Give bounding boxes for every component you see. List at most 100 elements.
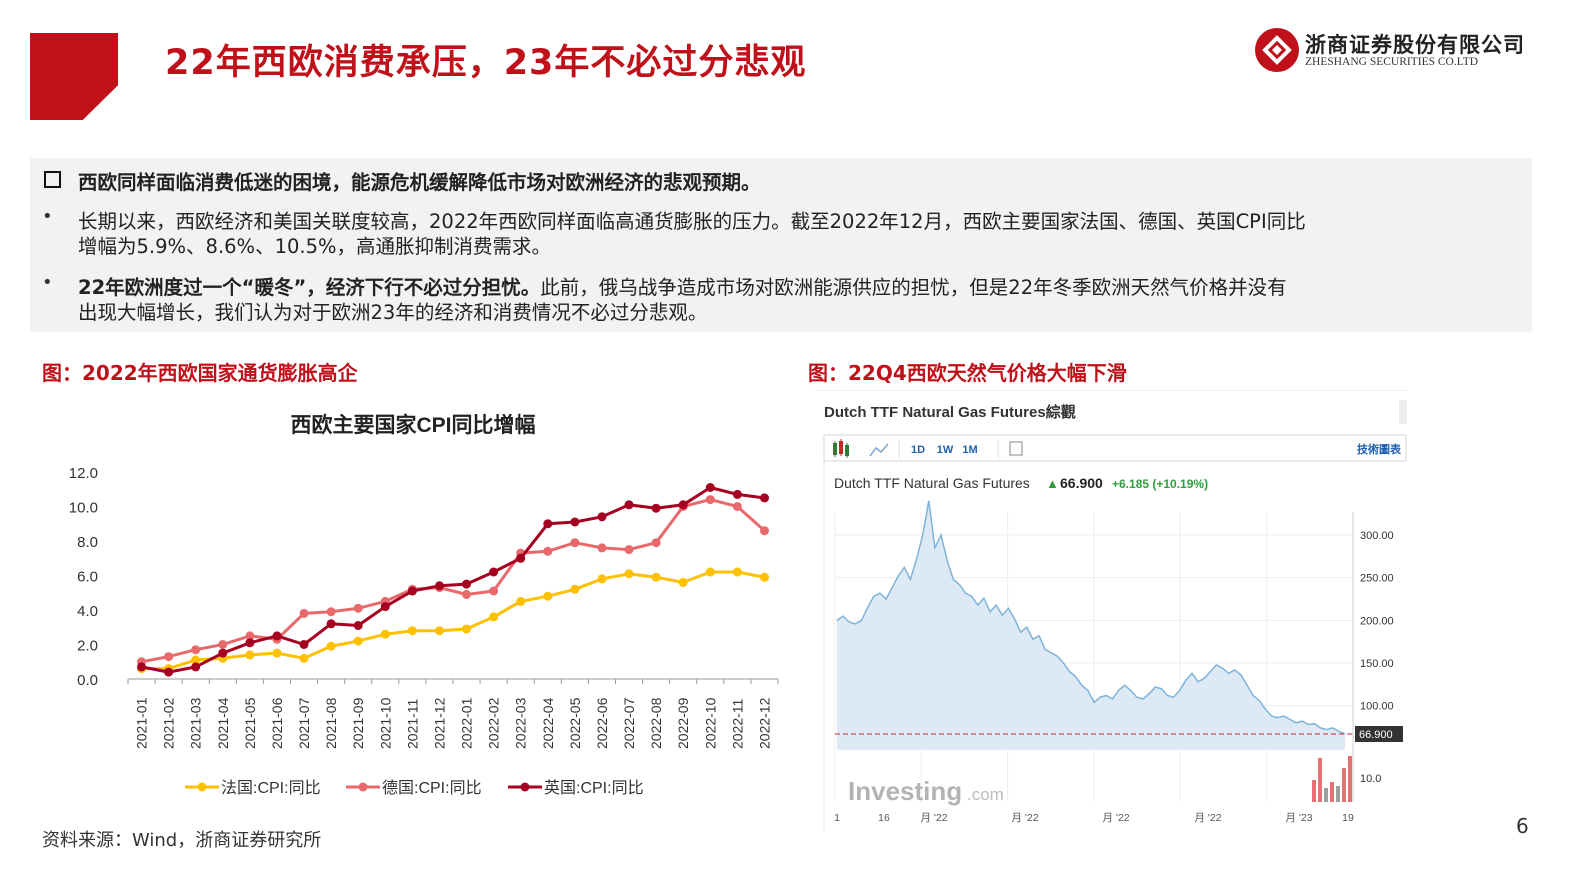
price-axis-label: 150.00	[1360, 658, 1394, 670]
x-tick-label: 2022-02	[486, 697, 502, 749]
data-point	[299, 640, 309, 649]
data-point	[678, 500, 688, 510]
data-point	[164, 667, 174, 677]
timeframe-button: 1D	[911, 444, 925, 456]
header-accent-block	[30, 33, 118, 120]
x-tick-label: 2021-02	[161, 697, 177, 749]
y-tick-label: 12.0	[69, 465, 98, 482]
data-point	[705, 495, 715, 505]
cpi-line-chart: 西欧主要国家CPI同比增幅 0.0 2.0 4.0 6.0 8.0 10.0 12.0 2021…	[69, 413, 779, 797]
x-tick-label: 2022-08	[648, 697, 664, 749]
data-point	[435, 581, 444, 591]
page-number: 6	[1516, 814, 1529, 838]
data-point	[651, 572, 661, 582]
x-tick-label: 2022-05	[567, 697, 583, 749]
x-tick-label: 2022-01	[459, 697, 475, 749]
up-arrow-icon: ▲	[1046, 476, 1059, 491]
price-axis-label: 100.00	[1360, 701, 1394, 713]
volume-bar	[1336, 786, 1340, 802]
x-tick-label: 2021-12	[431, 697, 447, 749]
settings-icon	[1009, 441, 1023, 456]
data-point	[191, 655, 201, 665]
timeframe-button: 1M	[962, 444, 977, 456]
data-point	[299, 608, 309, 618]
volume-bar	[1324, 788, 1328, 802]
x-tick-label: 2021-08	[323, 697, 339, 749]
price-axis-label: 200.00	[1360, 615, 1394, 627]
data-point	[380, 629, 390, 639]
data-point	[137, 662, 146, 672]
data-point	[435, 626, 444, 636]
series-line-1	[141, 570, 765, 671]
panel-scroll-tab	[1399, 400, 1407, 424]
last-price-tag	[1355, 726, 1403, 742]
y-tick-label: 8.0	[77, 534, 98, 551]
figure-left-caption: 图：2022年西欧国家通货膨胀高企	[42, 361, 358, 385]
logo-mark-icon	[1255, 28, 1299, 72]
time-axis-label: 19	[1342, 812, 1354, 824]
data-point	[651, 538, 661, 548]
price-line	[836, 500, 1346, 735]
data-point	[760, 493, 769, 503]
bullet-dot-icon: •	[42, 272, 53, 293]
data-point	[326, 641, 336, 651]
data-point	[543, 591, 553, 601]
legend-label: 英国:CPI:同比	[544, 779, 644, 797]
price-axis-label: 300.00	[1360, 530, 1394, 542]
summary-headline: 西欧同样面临消费低迷的困境，能源危机缓解降低市场对欧洲经济的悲观预期。	[78, 171, 761, 194]
data-point	[462, 624, 471, 634]
chart-toolbar	[823, 434, 1407, 462]
x-tick-label: 2022-09	[675, 697, 691, 749]
x-tick-label: 2021-09	[350, 697, 366, 749]
instrument-name: Dutch TTF Natural Gas Futures	[834, 475, 1030, 491]
data-point	[353, 636, 363, 646]
volume-bar	[1330, 782, 1334, 802]
data-point	[516, 596, 526, 606]
bullet1-line2: 增幅为5.9%、8.6%、10.5%，高通胀抑制消费需求。	[78, 235, 552, 258]
timeframe-button: 1W	[937, 444, 954, 456]
data-point	[543, 519, 553, 529]
x-tick-label: 2022-06	[594, 697, 610, 749]
x-tick-label: 2021-11	[404, 698, 420, 749]
data-point	[245, 650, 255, 660]
data-point	[407, 626, 417, 636]
bullet2-line1: 22年欧洲度过一个“暖冬”，经济下行不必过分担忧。此前，俄乌战争造成市场对欧洲能…	[78, 271, 1287, 300]
area-chart-icon	[869, 443, 889, 457]
y-tick-label: 6.0	[77, 569, 98, 586]
data-point	[760, 572, 769, 582]
x-tick-label: 2021-03	[188, 697, 204, 749]
data-point	[272, 648, 282, 658]
data-point	[299, 653, 309, 663]
legend-marker	[197, 782, 207, 792]
bullet2-bold: 22年欧洲度过一个“暖冬”，经济下行不必过分担忧。	[78, 276, 541, 299]
data-point	[326, 619, 336, 629]
figure-right-caption: 图：22Q4西欧天然气价格大幅下滑	[808, 361, 1127, 385]
x-tick-label: 2021-10	[377, 697, 393, 749]
data-point	[732, 502, 742, 511]
data-point	[380, 602, 390, 612]
x-tick-label: 2022-10	[702, 697, 718, 749]
candlestick-icon	[833, 439, 849, 458]
data-point	[705, 483, 715, 492]
price-change: +6.185 (+10.19%)	[1112, 477, 1208, 491]
data-point	[489, 586, 499, 596]
y-tick-label: 4.0	[77, 603, 98, 620]
data-point	[353, 603, 363, 613]
y-tick-label: 10.0	[69, 500, 98, 517]
data-point	[570, 538, 580, 548]
x-tick-label: 2022-12	[756, 697, 772, 749]
legend-marker	[520, 782, 530, 792]
data-point	[218, 640, 228, 649]
volume-bar	[1348, 756, 1352, 802]
data-point	[570, 517, 580, 527]
source-note: 资料来源：Wind，浙商证券研究所	[42, 830, 322, 851]
bullet2-line2: 出现大幅增长，我们认为对于欧洲23年的经济和消费情况不必过分悲观。	[78, 301, 708, 324]
volume-bar	[1342, 768, 1346, 802]
y-tick-label: 2.0	[77, 638, 98, 655]
data-point	[245, 638, 255, 648]
data-point	[705, 567, 715, 577]
x-tick-label: 2021-06	[269, 697, 285, 749]
panel-title: Dutch TTF Natural Gas Futures綜觀	[824, 403, 1076, 421]
data-point	[272, 631, 282, 641]
data-point	[651, 503, 661, 513]
